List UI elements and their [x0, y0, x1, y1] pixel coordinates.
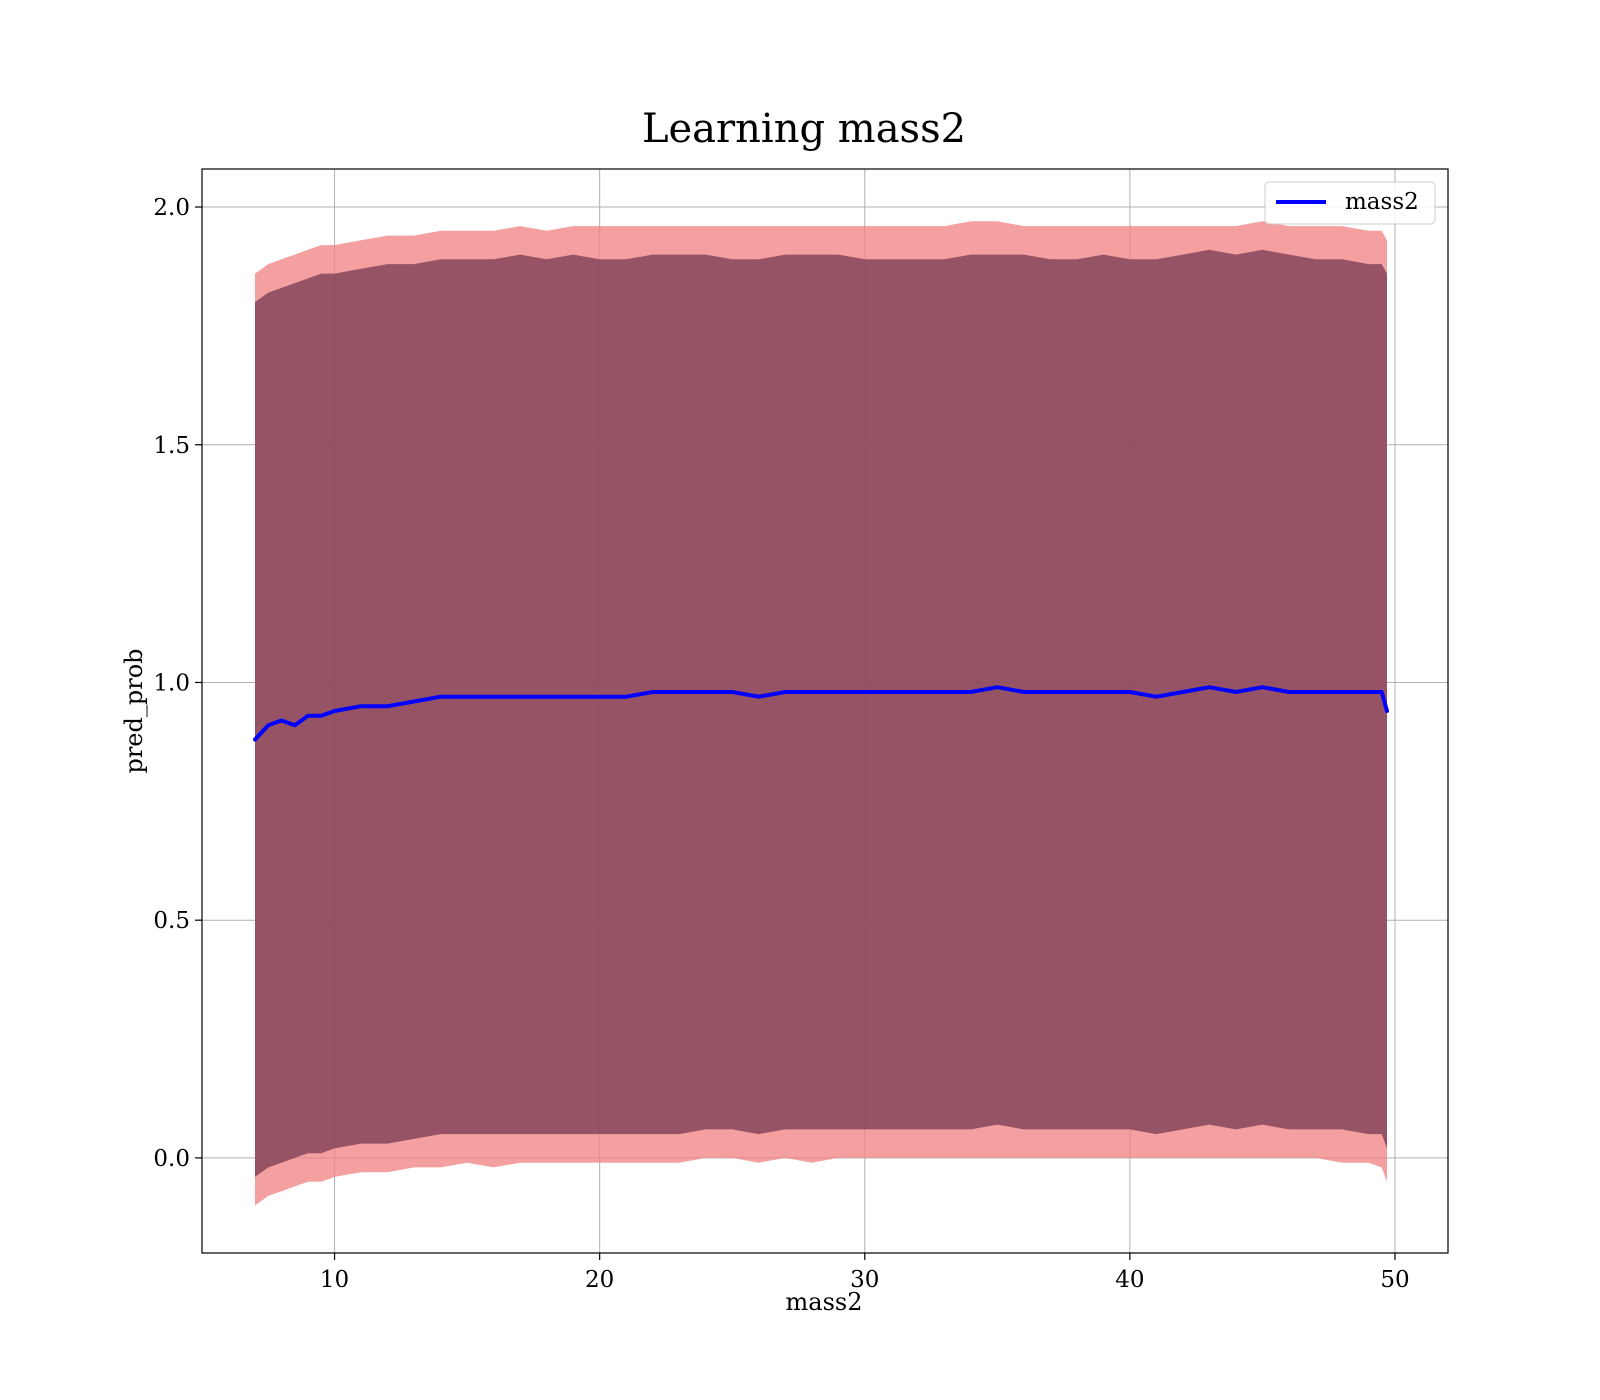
confidence-bands [255, 221, 1387, 1206]
legend-box [1264, 181, 1436, 225]
legend: mass2 [1264, 181, 1436, 225]
y-tick-label-4: 2.0 [153, 195, 190, 221]
x-tick-label-1: 20 [585, 1267, 614, 1293]
x-tick-label-3: 40 [1115, 1267, 1144, 1293]
y-tick-label-2: 1.0 [153, 670, 190, 696]
x-axis-label: mass2 [786, 1288, 863, 1316]
y-axis-ticks: 0.0 0.5 1.0 1.5 2.0 [153, 195, 202, 1172]
series-line-0 [253, 685, 1389, 742]
y-axis-label: pred_prob [120, 648, 148, 773]
x-tick-label-4: 50 [1380, 1267, 1409, 1293]
legend-label-mass2: mass2 [1345, 189, 1419, 215]
x-tick-label-2: 30 [850, 1267, 879, 1293]
y-tick-label-3: 1.5 [153, 433, 190, 459]
y-tick-label-1: 0.5 [153, 908, 190, 934]
plot-frame [201, 168, 1449, 1254]
series-lines [253, 685, 1389, 742]
chart-title: Learning mass2 [642, 106, 966, 152]
y-tick-label-0: 0.0 [153, 1146, 190, 1172]
x-axis-ticks: 10 20 30 40 50 [320, 1253, 1410, 1293]
x-tick-label-0: 10 [320, 1267, 349, 1293]
band-1 [255, 249, 1387, 1177]
